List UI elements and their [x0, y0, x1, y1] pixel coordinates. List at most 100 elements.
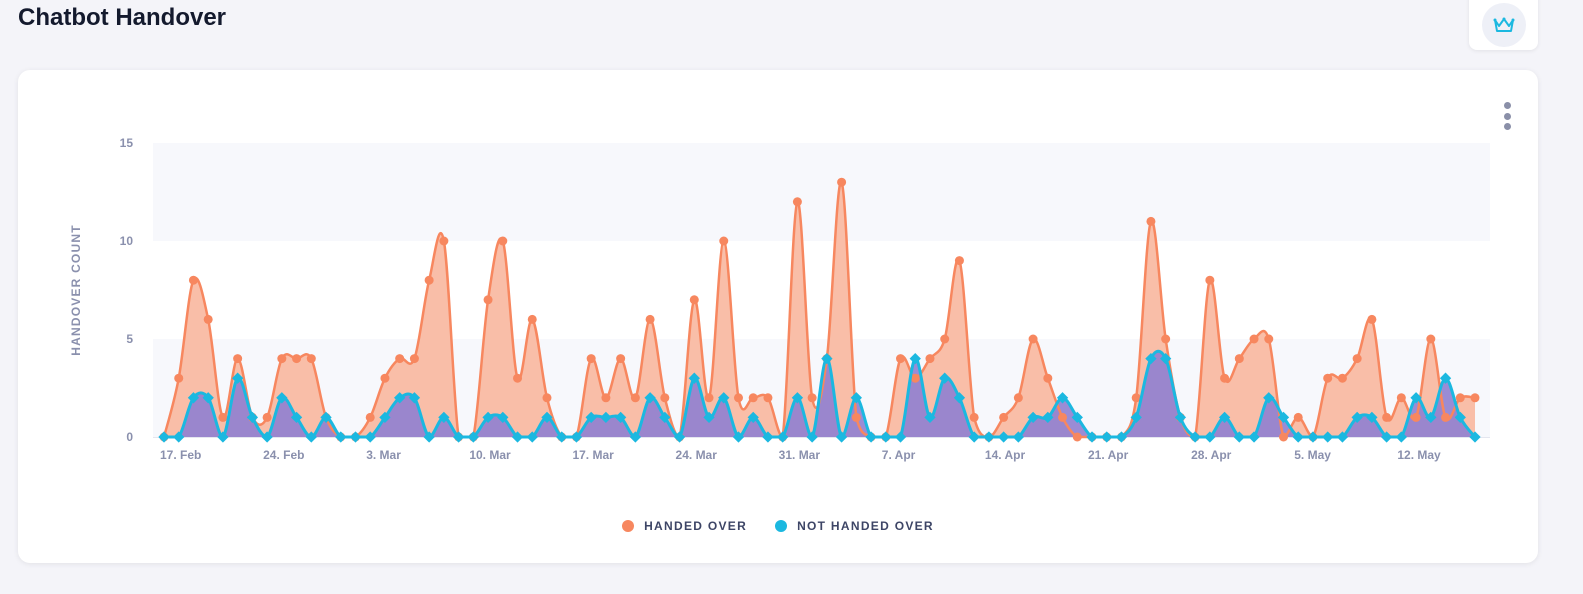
data-point: [1101, 431, 1113, 443]
data-point: [513, 373, 523, 383]
y-axis-title: HANDOVER COUNT: [69, 224, 83, 355]
data-point: [380, 373, 390, 383]
x-tick-label: 10. Mar: [469, 448, 511, 462]
data-point: [704, 393, 714, 403]
data-point: [910, 373, 920, 383]
data-point: [1174, 411, 1187, 424]
data-point: [1072, 432, 1082, 442]
data-point: [188, 275, 198, 285]
data-point: [645, 314, 655, 324]
data-point: [276, 392, 288, 404]
data-point: [894, 431, 907, 443]
data-point: [364, 431, 376, 443]
data-point: [835, 431, 848, 443]
data-point: [1013, 393, 1023, 403]
data-point: [320, 411, 332, 424]
data-point: [511, 431, 524, 443]
data-point: [409, 354, 419, 364]
x-tick-label: 24. Mar: [676, 448, 718, 462]
data-point: [1146, 216, 1156, 226]
data-point: [1058, 412, 1068, 422]
chart-card: 0 5 10 15 HANDOVER COUNT 17. Feb 24. Feb 3. Mar…: [18, 70, 1538, 563]
legend: HANDED OVER NOT HANDED OVER: [18, 519, 1538, 533]
data-point: [423, 431, 435, 443]
data-point: [673, 431, 686, 443]
data-point: [1382, 412, 1392, 422]
data-point: [1352, 354, 1362, 364]
data-point: [1426, 334, 1436, 344]
data-point: [202, 392, 214, 404]
data-point: [997, 431, 1010, 443]
data-point: [233, 354, 243, 364]
data-point: [851, 412, 861, 422]
data-point: [616, 354, 626, 364]
data-point: [187, 392, 200, 404]
data-point: [305, 431, 317, 443]
data-point: [1470, 393, 1480, 403]
data-point: [1411, 412, 1421, 422]
data-point: [1439, 372, 1452, 384]
x-tick-label: 14. Apr: [985, 448, 1026, 462]
data-point: [277, 354, 287, 364]
legend-item-handed-over[interactable]: HANDED OVER: [622, 519, 747, 533]
data-point: [777, 431, 789, 443]
data-point: [732, 431, 745, 443]
data-point: [498, 236, 508, 246]
data-point: [527, 314, 537, 324]
data-point: [659, 411, 671, 424]
data-point: [1056, 392, 1069, 404]
data-point: [703, 411, 715, 424]
data-point: [292, 354, 302, 364]
data-point: [896, 354, 906, 364]
data-point: [983, 431, 995, 443]
data-point: [452, 431, 465, 443]
legend-item-not-handed-over[interactable]: NOT HANDED OVER: [775, 519, 934, 533]
data-point: [217, 431, 229, 443]
data-point: [1455, 393, 1465, 403]
data-point: [1264, 334, 1274, 344]
data-point: [542, 393, 552, 403]
x-tick-label: 17. Feb: [160, 448, 201, 462]
data-point: [762, 431, 774, 443]
data-point: [747, 411, 759, 424]
data-point: [1263, 392, 1275, 404]
data-point: [173, 431, 185, 443]
data-point: [718, 392, 730, 404]
data-point: [968, 431, 980, 443]
data-point: [806, 431, 818, 443]
data-point: [1336, 431, 1349, 443]
data-point: [586, 354, 596, 364]
data-point: [365, 412, 375, 422]
data-point: [482, 411, 494, 424]
data-point: [600, 411, 612, 424]
data-point: [1277, 411, 1290, 424]
y-tick-label: 10: [120, 234, 134, 248]
data-point: [999, 412, 1009, 422]
data-point: [394, 392, 406, 404]
data-point: [807, 393, 817, 403]
data-point: [1395, 431, 1408, 443]
y-tick-label: 5: [126, 332, 133, 346]
x-tick-label: 7. Apr: [882, 448, 916, 462]
x-tick-label: 28. Apr: [1191, 448, 1232, 462]
data-point: [924, 411, 936, 424]
data-point: [467, 431, 479, 443]
data-point: [174, 373, 184, 383]
data-point: [556, 431, 568, 443]
x-tick-label: 31. Mar: [779, 448, 821, 462]
premium-button[interactable]: [1469, 0, 1538, 50]
data-point: [792, 197, 802, 207]
data-point: [585, 411, 597, 424]
data-point: [1248, 431, 1260, 443]
data-point: [865, 431, 877, 443]
data-point: [1441, 412, 1451, 422]
data-point: [262, 412, 272, 422]
data-point: [733, 393, 743, 403]
data-point: [1071, 411, 1083, 424]
data-point: [218, 412, 228, 422]
x-tick-label: 21. Apr: [1088, 448, 1129, 462]
x-tick-label: 3. Mar: [366, 448, 401, 462]
kebab-menu-icon[interactable]: [1500, 102, 1514, 130]
data-point: [379, 411, 391, 424]
data-point: [1425, 411, 1437, 424]
